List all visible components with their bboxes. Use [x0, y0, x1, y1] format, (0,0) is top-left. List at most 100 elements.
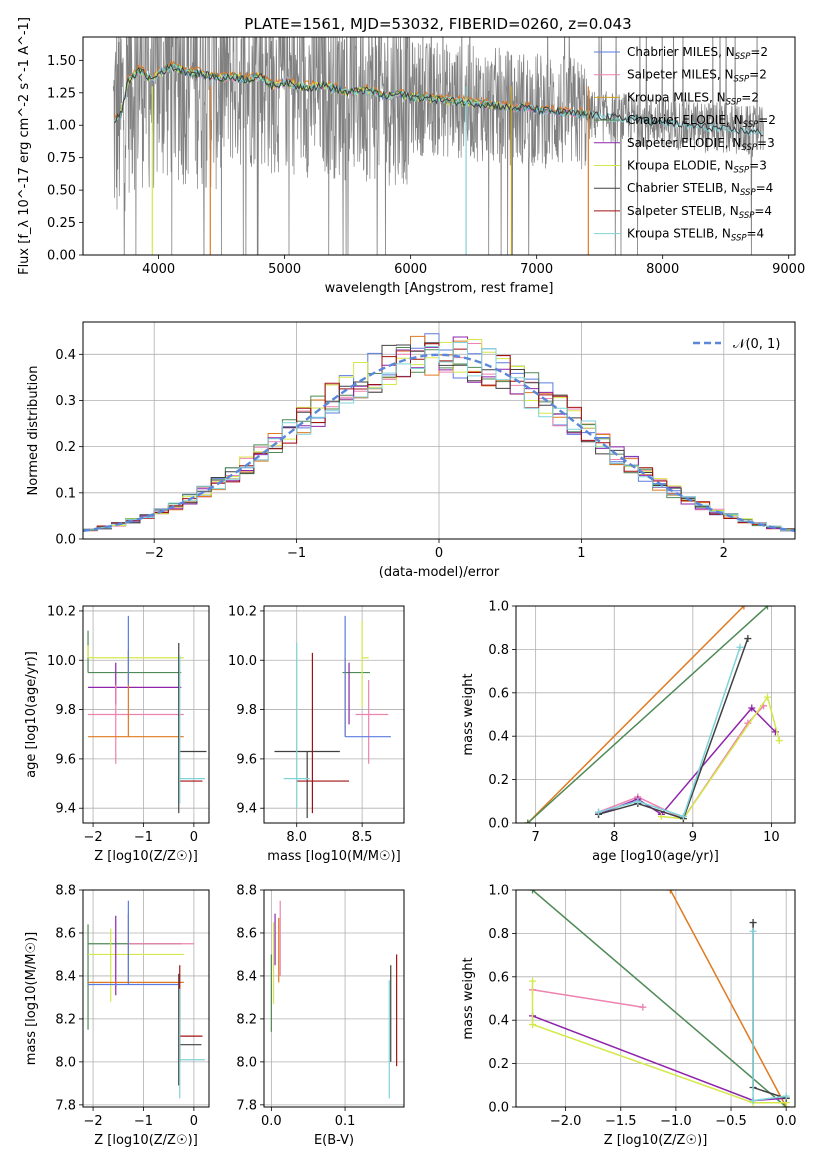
data-point: [666, 890, 674, 894]
residuals-plot-area: [83, 333, 795, 533]
y-tick-label: 8.6: [55, 926, 76, 941]
data-point: [524, 819, 532, 823]
data-point: [639, 1003, 647, 1011]
y-tick-label: 1.0: [488, 600, 509, 615]
y-tick-label: 0.8: [488, 643, 509, 658]
x-axis-label: Z [log10(Z/Z☉)]: [604, 1133, 708, 1148]
x-tick-label: 9: [689, 830, 697, 845]
x-axis-label: wavelength [Angstrom, rest frame]: [325, 281, 554, 296]
x-tick-label: 0: [190, 830, 198, 845]
y-tick-label: 10.0: [47, 654, 76, 669]
y-tick-label: 10.0: [228, 654, 257, 669]
data-point: [657, 812, 665, 820]
axes-frame: [263, 605, 405, 824]
age_weight-axes: 7 8 9 10 0.0 0.2 0.4 0.6 0.8 1.0 age [log10(age/yr…: [461, 600, 796, 864]
z_mass-plot-area: [87, 900, 205, 1099]
legend-label: 𝒩(0, 1): [733, 337, 780, 352]
series-line-orange: [669, 890, 787, 1107]
legend-label-subscript: SSP: [734, 166, 750, 176]
y-tick-label: 8.0: [236, 1055, 257, 1070]
y-tick-label: 0.2: [488, 773, 509, 788]
x-axis-label: Z [log10(Z/Z☉)]: [94, 849, 198, 864]
y-tick-label: 8.4: [236, 969, 257, 984]
y-axis-label: age [log10(age/yr)]: [24, 651, 39, 778]
y-tick-label: 1.50: [47, 54, 76, 69]
x-tick-label: −2: [83, 830, 102, 845]
y-tick-label: 8.6: [236, 926, 257, 941]
legend-label: Salpeter STELIB, NSSP=4: [627, 204, 772, 221]
y-tick-label: 0.4: [488, 730, 509, 745]
x-axis-label: age [log10(age/yr)]: [592, 849, 719, 864]
x-tick-label: −1.0: [660, 1114, 692, 1129]
axes-frame: [515, 889, 796, 1108]
x-tick-label: 9000: [772, 262, 805, 277]
y-tick-label: 9.8: [236, 703, 257, 718]
x-tick-label: 5000: [268, 262, 301, 277]
axes-frame: [82, 36, 796, 256]
model-spectrum-chabrier_stelib: [114, 63, 764, 137]
y-tick-label: 7.8: [236, 1098, 257, 1113]
x-tick-label: 6000: [394, 262, 427, 277]
legend-label: Kroupa ELODIE, NSSP=3: [627, 159, 767, 176]
legend-label: Salpeter ELODIE, NSSP=3: [627, 136, 775, 153]
legend-label-tail: =2: [741, 90, 759, 104]
y-tick-label: 7.8: [55, 1098, 76, 1113]
y-tick-label: 0.0: [488, 1101, 509, 1116]
spectrum-axes: 4000 5000 6000 7000 8000 9000 0.00 0.25 0.50 0.75…: [17, 17, 805, 296]
data-point: [736, 643, 744, 651]
data-point: [529, 890, 537, 894]
legend-label-tail: =2: [750, 45, 768, 59]
x-tick-label: 7: [532, 830, 540, 845]
y-tick-label: 8.0: [55, 1055, 76, 1070]
legend-label: Chabrier STELIB, NSSP=4: [627, 181, 773, 198]
z_mass-axes: −2 −1 0 7.8 8.0 8.2 8.4 8.6 8.8 Z [log10(Z/Z☉)] ma…: [24, 884, 210, 1148]
y-tick-label: 9.4: [236, 802, 257, 817]
y-tick-label: 1.25: [47, 86, 76, 101]
x-tick-label: 1: [577, 546, 585, 561]
x-tick-label: 7000: [520, 262, 553, 277]
z_age-axes: −2 −1 0 9.4 9.6 9.8 10.0 10.2 Z [log10(Z/Z☉)] age…: [24, 604, 210, 864]
data-point: [529, 977, 537, 985]
x-tick-label: 0.0: [776, 1114, 797, 1129]
x-tick-label: 10: [763, 830, 780, 845]
figure-title: PLATE=1561, MJD=53032, FIBERID=0260, z=0…: [244, 15, 631, 33]
series-line-chabrier_elodie: [527, 606, 769, 823]
legend-label-subscript: SSP: [735, 52, 751, 62]
data-point: [749, 927, 757, 935]
x-tick-label: −1.5: [605, 1114, 637, 1129]
x-tick-label: −0.5: [715, 1114, 747, 1129]
legend-label-subscript: SSP: [739, 211, 755, 221]
data-point: [749, 1096, 757, 1104]
y-tick-label: 8.4: [55, 969, 76, 984]
y-tick-label: 0.6: [488, 970, 509, 985]
y-tick-label: 0.8: [488, 927, 509, 942]
z_weight-plot-area: [529, 890, 790, 1107]
x-tick-label: −1: [287, 546, 306, 561]
axes-frame: [82, 605, 210, 824]
y-tick-label: 0.2: [55, 440, 76, 455]
series-line-kroupa_elodie: [661, 695, 781, 820]
ebv_mass-plot-area: [270, 900, 398, 1099]
legend-label-tail: =4: [754, 204, 772, 218]
x-tick-label: −2: [145, 546, 164, 561]
ebv_mass-axes: 0.0 0.1 7.8 8.0 8.2 8.4 8.6 8.8 E(B-V): [236, 884, 405, 1148]
axes-frame: [82, 889, 210, 1108]
legend-label-tail: =3: [749, 159, 767, 173]
data-point: [775, 737, 783, 745]
data-point: [763, 606, 771, 610]
x-axis-label: E(B-V): [314, 1133, 354, 1148]
mass_age-axes: 8.0 8.5 9.4 9.6 9.8 10.0 10.2 mass [log10(M/M☉)…: [228, 604, 405, 864]
legend-label-subscript: SSP: [743, 120, 759, 130]
age_weight-plot-area: [524, 606, 783, 823]
legend-label-tail: =3: [757, 136, 775, 150]
x-tick-label: 8: [610, 830, 618, 845]
data-point: [634, 797, 642, 805]
y-tick-label: 9.8: [55, 703, 76, 718]
y-tick-label: 1.0: [488, 884, 509, 899]
y-axis-label: Flux [f_λ 10^-17 erg cm^-2 s^-1 A^-1]: [17, 17, 32, 275]
x-tick-label: 4000: [142, 262, 175, 277]
y-axis-label: mass weight: [461, 673, 476, 755]
data-point: [679, 812, 687, 820]
y-tick-label: 0.4: [55, 348, 76, 363]
series-line-chabrier_stelib: [598, 638, 749, 820]
